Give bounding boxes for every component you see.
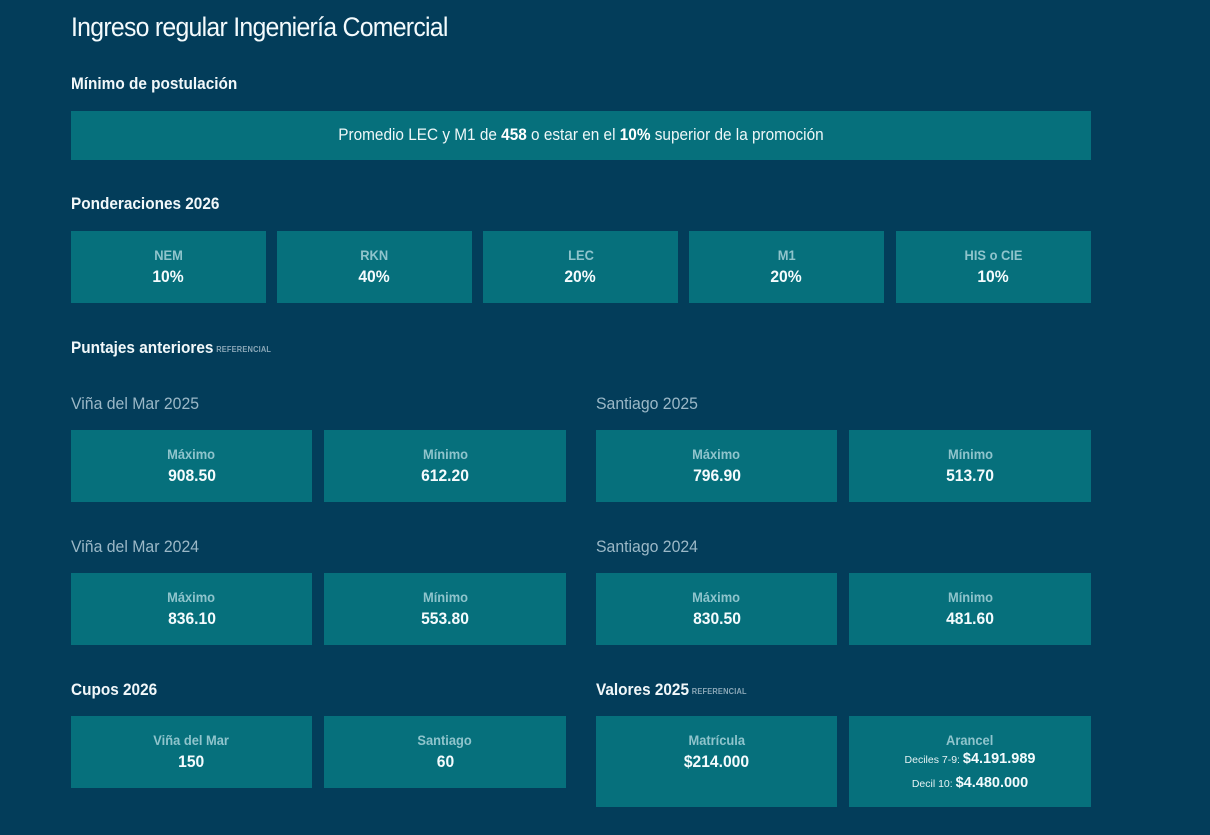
minimo-heading: Mínimo de postulación [71, 75, 238, 93]
cupos-card-santiago: Santiago 60 [324, 716, 566, 788]
ponderacion-card-m1: M1 20% [689, 231, 884, 303]
group-title-vina-2024: Viña del Mar 2024 [71, 537, 200, 556]
score-card-max: Máximo 796.90 [596, 430, 837, 502]
arancel-deciles-7-9: Deciles 7-9: $4.191.989 [905, 749, 1036, 770]
ponderacion-value: 10% [977, 267, 1010, 286]
arancel-label: Arancel [946, 732, 994, 748]
cupos-card-vina: Viña del Mar 150 [71, 716, 312, 788]
score-value: 553.80 [421, 609, 469, 628]
valores-heading: Valores 2025 REFERENCIAL [596, 681, 747, 700]
score-label: Máximo [692, 589, 741, 605]
minimo-text-2: o estar en el [526, 126, 620, 144]
matricula-label: Matrícula [688, 732, 745, 748]
score-value: 612.20 [421, 466, 469, 485]
cupos-label: Santiago [417, 732, 473, 748]
score-value: 836.10 [167, 609, 216, 628]
score-label: Mínimo [947, 446, 993, 462]
score-card-max: Máximo 830.50 [596, 573, 837, 645]
cupos-heading: Cupos 2026 [71, 681, 158, 699]
score-card-max: Máximo 908.50 [71, 430, 312, 502]
minimo-text: Promedio LEC y M1 de 458 o estar en el 1… [338, 126, 823, 145]
valores-heading-text: Valores 2025 [596, 681, 689, 699]
ponderaciones-heading: Ponderaciones 2026 [71, 195, 220, 213]
score-value: 908.50 [167, 466, 216, 485]
score-label: Mínimo [422, 589, 468, 605]
score-label: Máximo [692, 446, 741, 462]
cupos-label: Viña del Mar [153, 732, 230, 748]
ponderacion-value: 10% [152, 267, 185, 286]
deciles-7-9-value: $4.191.989 [962, 751, 1036, 767]
decil-10-value: $4.480.000 [955, 775, 1029, 791]
score-card-max: Máximo 836.10 [71, 573, 312, 645]
deciles-7-9-label: Deciles 7-9: [904, 754, 963, 766]
referencial-tag: REFERENCIAL [216, 345, 272, 354]
minimo-text-3: superior de la promoción [650, 126, 824, 144]
group-title-santiago-2024: Santiago 2024 [596, 537, 698, 556]
arancel-decil-10: Decil 10: $4.480.000 [912, 773, 1028, 794]
score-value: 830.50 [692, 609, 741, 628]
ponderacion-card-his-cie: HIS o CIE 10% [896, 231, 1091, 303]
score-value: 513.70 [946, 466, 994, 485]
cupos-value: 60 [436, 752, 454, 771]
ponderacion-card-lec: LEC 20% [483, 231, 678, 303]
ponderacion-label: LEC [567, 247, 594, 263]
page-title: Ingreso regular Ingeniería Comercial [71, 12, 448, 42]
ponderacion-value: 20% [564, 267, 597, 286]
score-value: 481.60 [946, 609, 994, 628]
score-label: Máximo [167, 589, 216, 605]
matricula-value: $214.000 [683, 752, 750, 771]
decil-10-label: Decil 10: [911, 778, 956, 790]
referencial-tag: REFERENCIAL [691, 687, 747, 696]
score-card-min: Mínimo 612.20 [324, 430, 566, 502]
score-card-min: Mínimo 553.80 [324, 573, 566, 645]
score-card-min: Mínimo 513.70 [849, 430, 1091, 502]
minimo-text-1: Promedio LEC y M1 de [338, 126, 502, 144]
ponderacion-card-rkn: RKN 40% [277, 231, 472, 303]
score-card-min: Mínimo 481.60 [849, 573, 1091, 645]
ponderacion-label: NEM [154, 247, 183, 263]
ponderacion-card-nem: NEM 10% [71, 231, 266, 303]
ponderacion-label: HIS o CIE [964, 247, 1023, 263]
ponderacion-label: RKN [360, 247, 389, 263]
group-title-vina-2025: Viña del Mar 2025 [71, 394, 200, 413]
group-title-santiago-2025: Santiago 2025 [596, 394, 698, 413]
matricula-card: Matrícula $214.000 [596, 716, 837, 807]
minimo-score: 458 [501, 126, 527, 144]
score-value: 796.90 [692, 466, 741, 485]
score-label: Máximo [167, 446, 216, 462]
puntajes-heading-text: Puntajes anteriores [71, 339, 214, 357]
minimo-banner: Promedio LEC y M1 de 458 o estar en el 1… [71, 111, 1091, 160]
ponderacion-value: 20% [770, 267, 803, 286]
score-label: Mínimo [947, 589, 993, 605]
ponderacion-value: 40% [358, 267, 391, 286]
arancel-card: Arancel Deciles 7-9: $4.191.989 Decil 10… [849, 716, 1091, 807]
puntajes-heading: Puntajes anteriores REFERENCIAL [71, 339, 271, 358]
minimo-percent: 10% [619, 126, 651, 144]
score-label: Mínimo [422, 446, 468, 462]
cupos-value: 150 [178, 752, 205, 771]
ponderacion-label: M1 [777, 247, 796, 263]
